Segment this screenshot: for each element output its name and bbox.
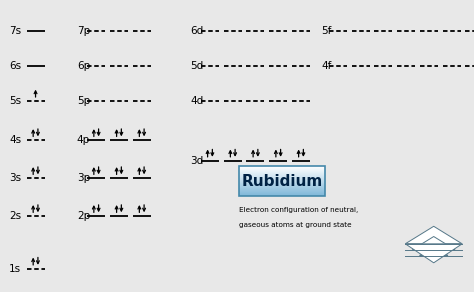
Polygon shape	[419, 246, 448, 256]
Bar	[239, 192, 325, 193]
Text: 6d: 6d	[191, 26, 204, 36]
Bar	[239, 169, 325, 170]
Text: Rubidium: Rubidium	[241, 173, 323, 189]
Bar	[239, 179, 325, 180]
Text: 3s: 3s	[9, 173, 21, 183]
Bar	[239, 180, 325, 181]
Bar	[239, 170, 325, 171]
Polygon shape	[405, 226, 462, 244]
Text: 1s: 1s	[9, 264, 21, 274]
Bar	[239, 186, 325, 187]
Text: 2s: 2s	[9, 211, 21, 221]
Bar	[239, 194, 325, 195]
Bar	[239, 183, 325, 184]
Polygon shape	[412, 237, 455, 250]
Bar	[239, 191, 325, 192]
Text: 5f: 5f	[321, 26, 332, 36]
Bar	[239, 184, 325, 185]
Bar	[239, 168, 325, 169]
Text: 6s: 6s	[9, 61, 21, 71]
Bar	[239, 171, 325, 172]
Bar	[239, 193, 325, 194]
Bar	[239, 188, 325, 189]
Text: 5d: 5d	[191, 61, 204, 71]
Bar	[239, 174, 325, 175]
Text: 4s: 4s	[9, 135, 21, 145]
Text: gaseous atoms at ground state: gaseous atoms at ground state	[239, 222, 352, 228]
Bar	[239, 166, 325, 167]
Bar	[239, 176, 325, 177]
Bar	[239, 178, 325, 179]
Text: 7p: 7p	[77, 26, 90, 36]
Text: 5s: 5s	[9, 96, 21, 106]
Bar	[239, 167, 325, 168]
Text: 5p: 5p	[77, 96, 90, 106]
Bar	[239, 177, 325, 178]
Text: 2p: 2p	[77, 211, 90, 221]
Text: 4f: 4f	[321, 61, 332, 71]
Text: 7s: 7s	[9, 26, 21, 36]
Bar	[239, 175, 325, 176]
Bar	[239, 195, 325, 196]
Bar	[239, 185, 325, 186]
Text: 3p: 3p	[77, 173, 90, 183]
Bar	[239, 189, 325, 190]
Bar	[239, 190, 325, 191]
Bar	[239, 166, 325, 196]
Bar	[239, 182, 325, 183]
Text: 4d: 4d	[191, 96, 204, 106]
Bar	[239, 172, 325, 173]
Bar	[239, 181, 325, 182]
Text: 3d: 3d	[191, 156, 204, 166]
Polygon shape	[405, 244, 462, 263]
Bar	[239, 187, 325, 188]
Text: 4p: 4p	[77, 135, 90, 145]
Text: Electron configuration of neutral,: Electron configuration of neutral,	[239, 207, 359, 213]
Text: 6p: 6p	[77, 61, 90, 71]
Bar	[239, 173, 325, 174]
